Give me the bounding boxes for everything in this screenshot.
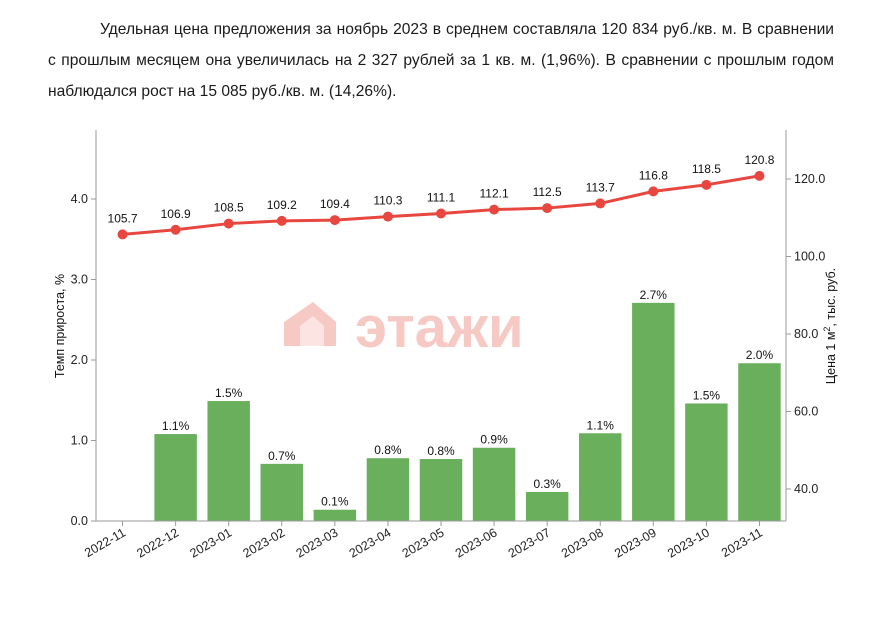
x-tick-label-2022-12: 2022-12	[134, 525, 181, 560]
bar-label-2023-08: 1.1%	[587, 418, 615, 432]
price-label-2023-11: 120.8	[744, 153, 774, 167]
price-label-2023-04: 110.3	[373, 194, 402, 208]
left-tick-label: 2.0	[71, 353, 88, 367]
x-tick-label-2023-06: 2023-06	[453, 525, 500, 560]
intro-paragraph: Удельная цена предложения за ноябрь 2023…	[48, 21, 834, 100]
price-label-2022-12: 106.9	[161, 207, 191, 221]
price-point-2023-03	[329, 215, 340, 226]
bar-2023-10	[685, 403, 728, 521]
price-point-2023-11	[754, 170, 765, 181]
bar-series	[154, 302, 781, 521]
price-label-2023-01: 108.5	[214, 201, 244, 215]
price-label-2023-07: 112.5	[533, 185, 562, 199]
bar-label-2023-10: 1.5%	[693, 388, 721, 402]
x-tick-label-2023-03: 2023-03	[294, 525, 341, 560]
price-point-2023-06	[489, 204, 500, 215]
x-tick-label-2023-07: 2023-07	[506, 525, 553, 560]
price-point-2022-11	[117, 229, 128, 240]
price-point-2023-01	[223, 218, 234, 229]
price-label-2023-06: 112.1	[480, 187, 509, 201]
bar-label-2023-04: 0.8%	[374, 443, 402, 457]
price-point-2023-08	[595, 198, 606, 209]
bar-2023-05	[419, 459, 463, 521]
x-tick-label-2023-05: 2023-05	[400, 525, 447, 560]
x-tick-label-2023-08: 2023-08	[559, 525, 606, 560]
price-point-2023-09	[648, 186, 659, 197]
right-tick-label: 120.0	[794, 172, 825, 186]
bar-2023-02	[260, 463, 303, 521]
line-labels: 105.7 106.9 108.5 109.2 109.4 110.3 111.1 112.1…	[108, 153, 775, 226]
bar-2023-08	[579, 433, 622, 521]
price-point-2022-12	[170, 224, 181, 235]
right-axis-ticks: 40.0 60.0 80.0 100.0 120.0	[786, 172, 825, 496]
left-tick-label: 3.0	[71, 273, 88, 287]
right-tick-label: 40.0	[794, 482, 818, 496]
watermark-logo-text: этажи	[355, 295, 524, 360]
bar-label-2022-12: 1.1%	[162, 419, 190, 433]
bar-2023-01	[207, 401, 250, 521]
bar-2023-07	[525, 492, 569, 521]
left-tick-label: 0.0	[71, 514, 88, 528]
bar-2023-09	[632, 302, 675, 521]
price-label-2023-03: 109.4	[320, 197, 350, 211]
left-tick-label: 1.0	[71, 434, 88, 448]
price-label-2022-11: 105.7	[108, 211, 138, 225]
bar-label-2023-02: 0.7%	[268, 449, 296, 463]
price-label-2023-08: 113.7	[586, 180, 615, 194]
bar-label-2023-09: 2.7%	[640, 288, 668, 302]
line-series	[117, 170, 765, 240]
price-label-2023-10: 118.5	[692, 162, 721, 176]
bar-label-2023-05: 0.8%	[427, 444, 455, 458]
right-tick-label: 60.0	[794, 405, 818, 419]
left-axis-ticks: 0.0 1.0 2.0 3.0 4.0	[71, 192, 96, 528]
bar-label-2023-03: 0.1%	[321, 495, 349, 509]
x-tick-label-2023-01: 2023-01	[187, 525, 234, 560]
price-point-2023-07	[542, 203, 553, 214]
price-label-2023-09: 116.8	[639, 168, 668, 182]
bar-2022-12	[154, 434, 197, 521]
price-point-2023-05	[436, 208, 446, 219]
x-tick-label-2023-09: 2023-09	[612, 525, 659, 560]
bar-2023-11	[738, 363, 781, 521]
bar-labels: 1.1% 1.5% 0.7% 0.1% 0.8% 0.8% 0.9% 0.3% 1.1% 2.7%…	[162, 288, 774, 509]
x-tick-label-2023-11: 2023-11	[719, 525, 765, 560]
price-point-2023-02	[276, 215, 287, 226]
price-label-2023-02: 109.2	[267, 198, 297, 212]
x-axis-ticks: 2022-11 2022-12 2023-01 2023-02 2023-03 2023-…	[82, 521, 765, 561]
bar-2023-03	[313, 509, 357, 521]
price-point-2023-04	[382, 211, 393, 222]
bar-label-2023-07: 0.3%	[533, 477, 561, 491]
x-tick-label-2023-04: 2023-04	[347, 525, 394, 560]
price-label-2023-05: 111.1	[427, 190, 456, 204]
left-axis-title: Темп прироста, %	[53, 274, 67, 378]
x-tick-label-2022-11: 2022-11	[82, 525, 128, 560]
right-axis-title: Цена 1 м2, тыс. руб.	[822, 268, 838, 384]
bar-label-2023-01: 1.5%	[215, 386, 243, 400]
watermark-logo-icon	[284, 302, 336, 346]
right-tick-label: 100.0	[794, 250, 825, 264]
price-point-2023-10	[701, 179, 712, 190]
x-tick-label-2023-02: 2023-02	[241, 525, 288, 560]
right-tick-label: 80.0	[794, 327, 818, 341]
bar-label-2023-06: 0.9%	[480, 433, 508, 447]
left-tick-label: 4.0	[71, 192, 88, 206]
x-tick-label-2023-10: 2023-10	[665, 525, 712, 560]
bar-2023-06	[472, 447, 516, 521]
bar-2023-04	[366, 458, 410, 521]
bar-label-2023-11: 2.0%	[746, 348, 774, 362]
